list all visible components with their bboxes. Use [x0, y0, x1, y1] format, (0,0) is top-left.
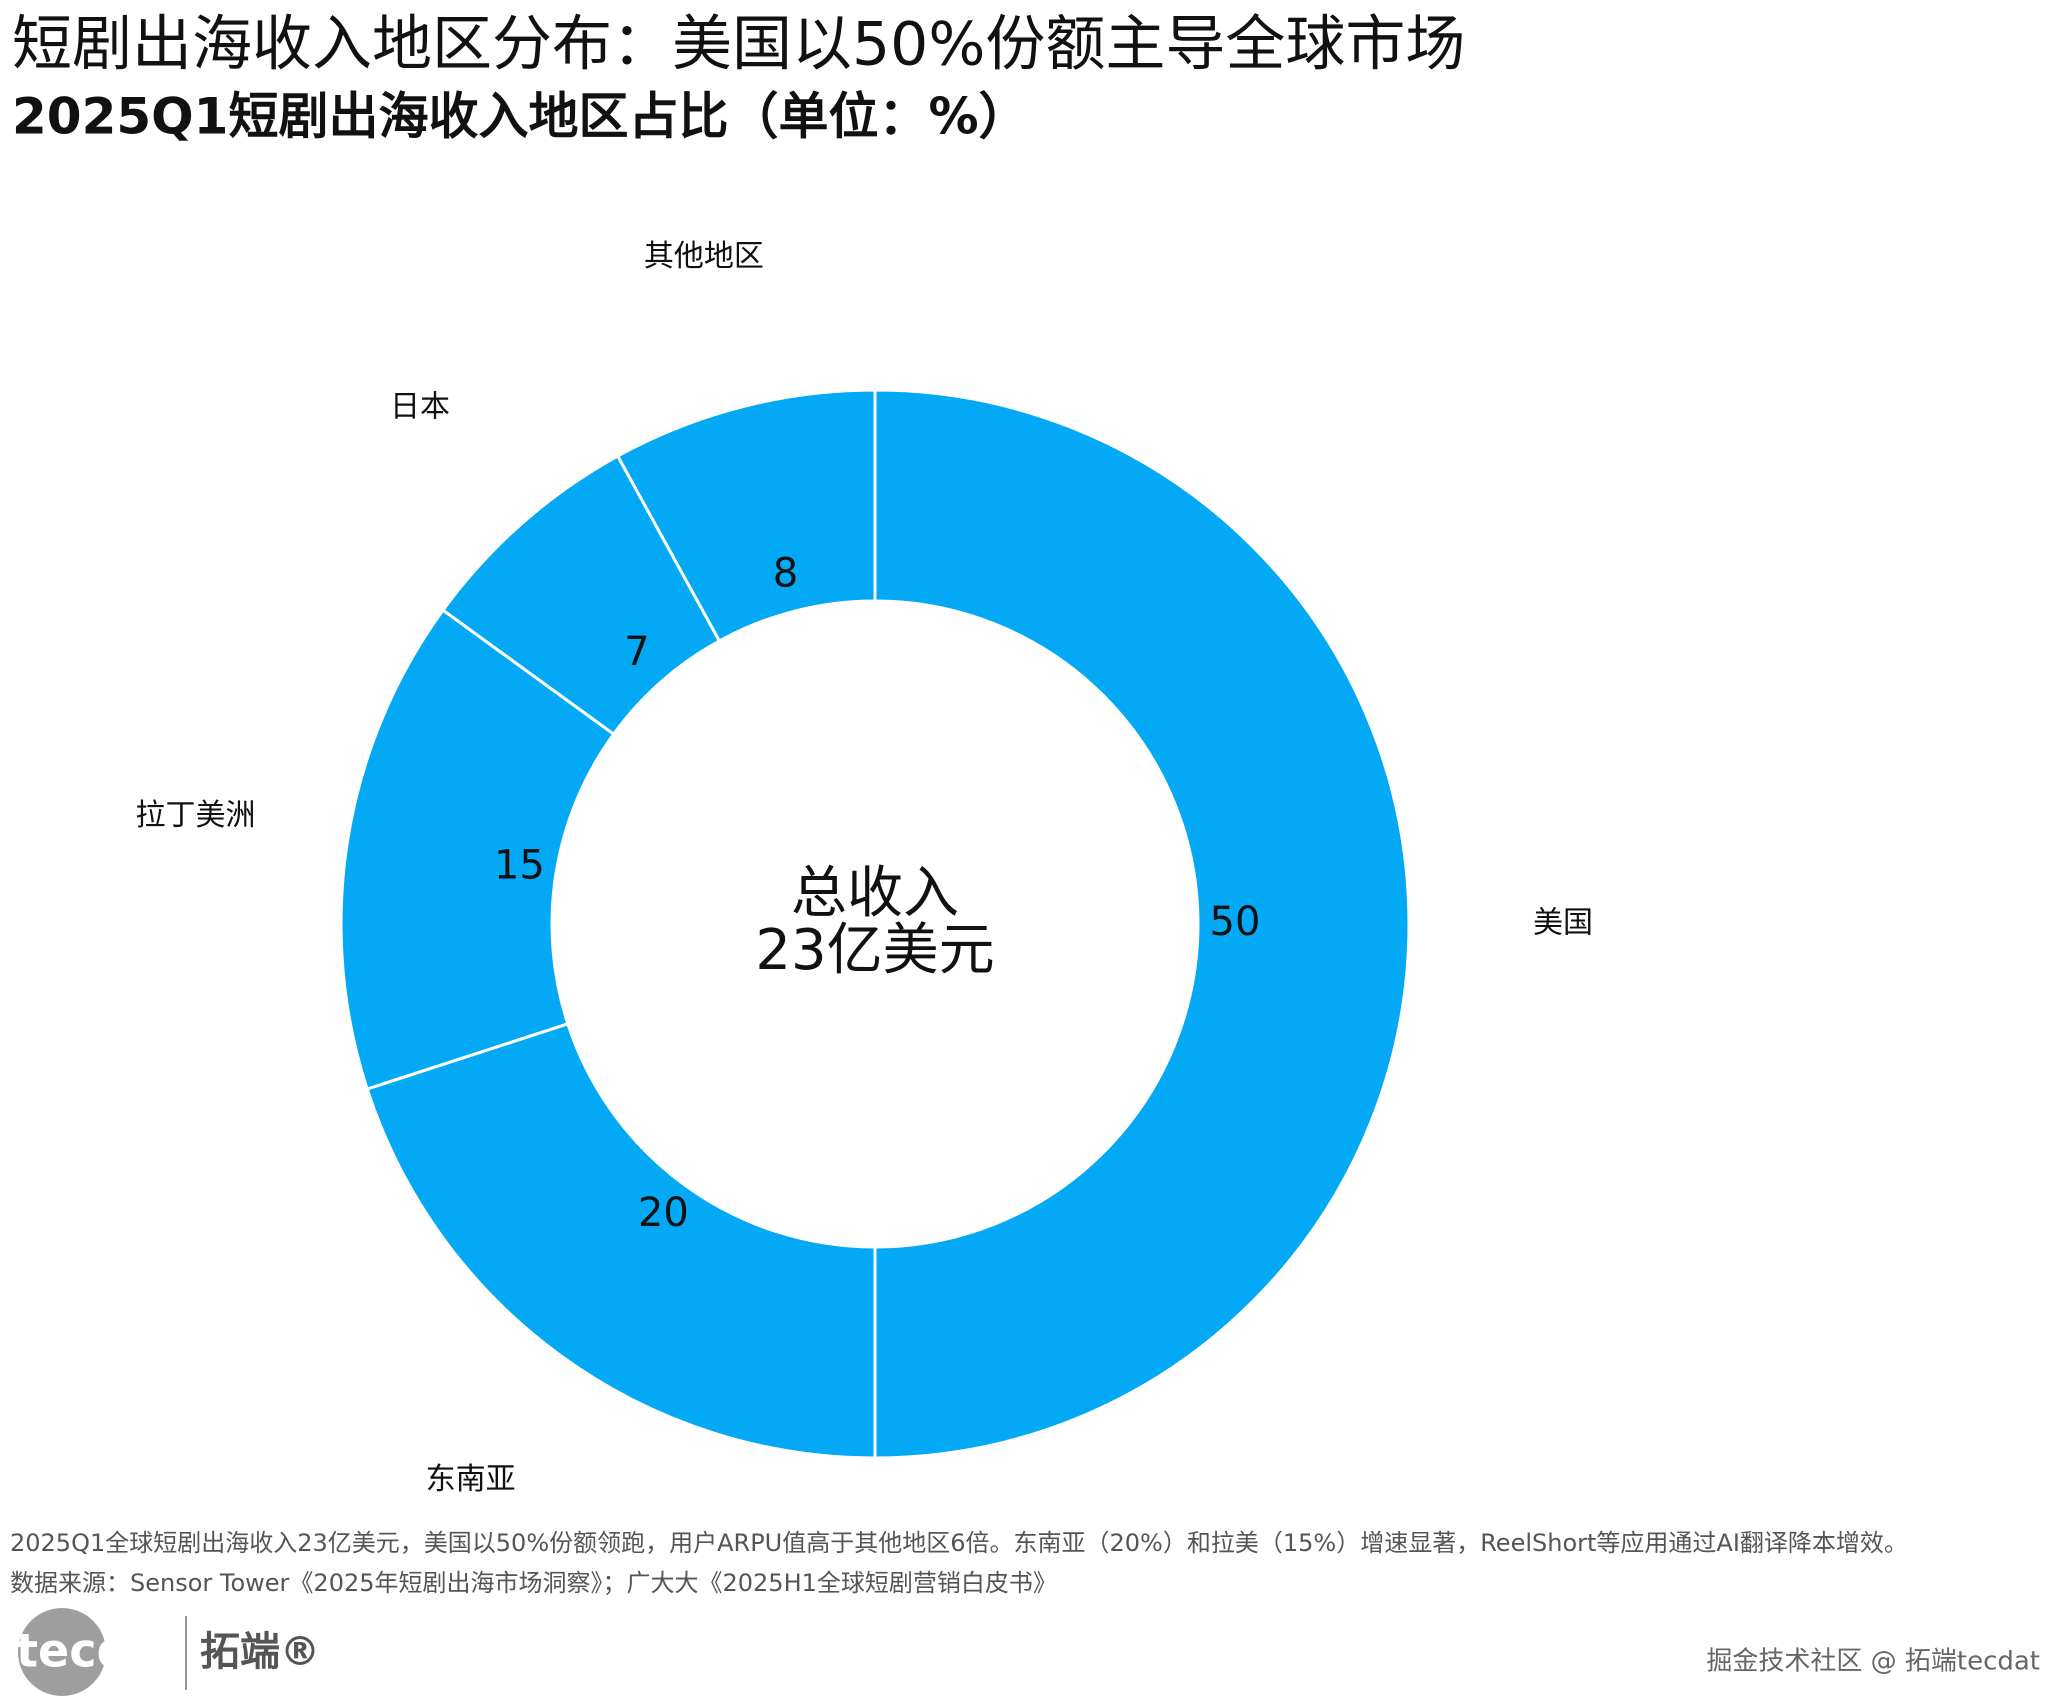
category-label: 美国	[1533, 906, 1593, 941]
value-label: 50	[1210, 899, 1261, 945]
value-label: 7	[624, 629, 649, 675]
logo-text: tecdat	[16, 1624, 182, 1678]
value-label: 20	[638, 1190, 689, 1236]
value-label: 8	[773, 550, 798, 596]
value-label: 15	[494, 843, 545, 889]
donut-slice	[615, 388, 877, 643]
logo-badge	[18, 1608, 106, 1696]
watermark: 掘金技术社区 @ 拓端tecdat	[1706, 1647, 2040, 1677]
note: 2025Q1全球短剧出海收入23亿美元，美国以50%份额领跑，用户ARPU值高于…	[10, 1529, 1908, 1557]
category-label: 日本	[390, 389, 450, 424]
donut-slice	[873, 388, 1411, 1460]
category-label: 拉丁美洲	[135, 798, 255, 833]
donut-slice	[365, 1021, 877, 1460]
center-label: 总收入	[791, 861, 959, 926]
source: 数据来源：Sensor Tower《2025年短剧出海市场洞察》；广大大《202…	[10, 1569, 1057, 1597]
category-label: 东南亚	[426, 1462, 516, 1497]
donut-slice	[339, 608, 616, 1091]
chart-title: 短剧出海收入地区分布：美国以50%份额主导全球市场	[12, 10, 1465, 80]
center-label: 23亿美元	[755, 918, 994, 983]
category-label: 其他地区	[644, 239, 764, 274]
logo-brand: 拓端®	[200, 1629, 320, 1675]
chart-subtitle: 2025Q1短剧出海收入地区占比（单位：%）	[12, 88, 1029, 146]
